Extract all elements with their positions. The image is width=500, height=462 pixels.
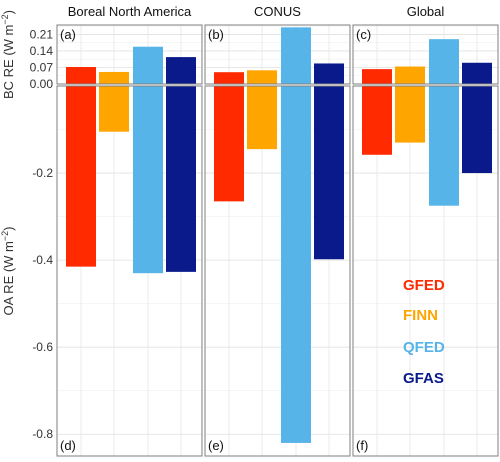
bc-panel-border bbox=[204, 24, 351, 85]
bar-oa-gfas bbox=[166, 86, 196, 272]
bar-oa-qfed bbox=[133, 86, 163, 274]
bc-tick-label: 0.07 bbox=[30, 60, 54, 74]
bc-tick-label: 0.21 bbox=[30, 27, 54, 41]
bc-axis-group: BC RE (W m−2) 0.00 0.07 0.14 0.21 bbox=[0, 10, 53, 99]
legend-item-gfed: GFED bbox=[403, 277, 445, 294]
panel-1: Boreal North America (a) (d) bbox=[56, 4, 203, 457]
oa-tick-label: -0.6 bbox=[32, 340, 53, 354]
oa-panel-label: (e) bbox=[208, 438, 224, 453]
bar-oa-qfed bbox=[281, 86, 311, 443]
oa-axis-group: OA RE (W m−2) -0.2 -0.4 -0.6 -0.8 bbox=[0, 166, 53, 441]
bar-oa-finn bbox=[99, 86, 129, 132]
oa-tick-label: -0.8 bbox=[32, 427, 53, 441]
bar-bc-qfed bbox=[429, 39, 459, 84]
legend-item-qfed: QFED bbox=[403, 339, 445, 356]
bc-axis-title: BC RE (W m−2) bbox=[0, 10, 16, 99]
panel-3: Global (c) (f) bbox=[352, 4, 499, 457]
bar-bc-gfed bbox=[214, 72, 244, 84]
bc-panel-border bbox=[56, 24, 203, 85]
bar-bc-qfed bbox=[281, 27, 311, 84]
bar-oa-finn bbox=[395, 86, 425, 143]
oa-panel-border bbox=[352, 85, 499, 457]
oa-tick-label: -0.4 bbox=[32, 253, 53, 267]
oa-panel-label: (f) bbox=[356, 438, 368, 453]
bar-bc-finn bbox=[395, 66, 425, 84]
bar-bc-gfas bbox=[462, 62, 492, 84]
bar-oa-gfed bbox=[362, 86, 392, 155]
bc-panel-label: (b) bbox=[208, 27, 224, 42]
oa-panel-label: (d) bbox=[60, 438, 76, 453]
bc-panel-label: (c) bbox=[356, 27, 371, 42]
bar-bc-gfed bbox=[66, 67, 96, 84]
bar-bc-gfas bbox=[166, 57, 196, 84]
bar-oa-gfed bbox=[214, 86, 244, 202]
bar-bc-gfas bbox=[314, 63, 344, 84]
panel-2: CONUS (b) (e) bbox=[204, 4, 351, 457]
legend: GFED FINN QFED GFAS bbox=[403, 277, 445, 387]
bar-oa-gfas bbox=[462, 86, 492, 174]
bar-oa-gfas bbox=[314, 86, 344, 260]
bar-oa-finn bbox=[247, 86, 277, 150]
bc-panel-label: (a) bbox=[60, 27, 76, 42]
bc-tick-label: 0.14 bbox=[30, 44, 54, 58]
oa-panel-border bbox=[56, 85, 203, 457]
bar-oa-gfed bbox=[66, 86, 96, 267]
bc-tick-label: 0.00 bbox=[30, 77, 54, 91]
panel-title: Global bbox=[407, 4, 445, 19]
bar-bc-qfed bbox=[133, 46, 163, 84]
panel-title: Boreal North America bbox=[68, 4, 192, 19]
bar-bc-gfed bbox=[362, 69, 392, 84]
oa-axis-title: OA RE (W m−2) bbox=[0, 227, 16, 316]
panel-title: CONUS bbox=[254, 4, 301, 19]
legend-item-gfas: GFAS bbox=[403, 370, 444, 387]
oa-tick-label: -0.2 bbox=[32, 166, 53, 180]
bc-panel-border bbox=[352, 24, 499, 85]
bar-bc-finn bbox=[247, 70, 277, 84]
legend-item-finn: FINN bbox=[403, 307, 438, 324]
oa-panel-border bbox=[204, 85, 351, 457]
bar-oa-qfed bbox=[429, 86, 459, 206]
bar-bc-finn bbox=[99, 71, 129, 84]
